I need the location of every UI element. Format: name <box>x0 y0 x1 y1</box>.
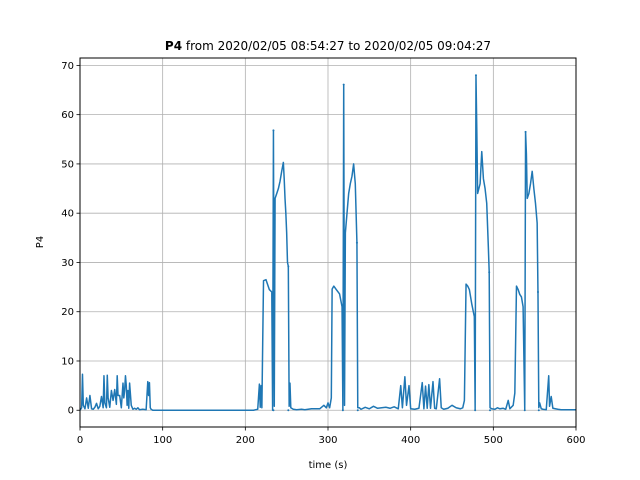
data-point <box>474 409 477 412</box>
y-tick-label: 70 <box>61 61 74 72</box>
y-tick-label: 40 <box>61 209 74 220</box>
y-tick-label: 10 <box>61 356 74 367</box>
y-tick-label: 20 <box>61 307 74 318</box>
data-point <box>341 409 344 412</box>
series-line <box>79 74 576 411</box>
data-point <box>537 409 540 412</box>
y-tick-label: 50 <box>61 159 74 170</box>
data-point <box>287 265 290 268</box>
data-point <box>356 409 359 412</box>
chart-title-rest: from 2020/02/05 08:54:27 to 2020/02/05 0… <box>182 39 491 53</box>
x-tick-label: 300 <box>318 435 337 446</box>
x-tick-label: 400 <box>401 435 420 446</box>
data-point <box>488 271 491 274</box>
x-axis-label: time (s) <box>309 460 348 471</box>
data-point <box>272 129 275 132</box>
y-tick-label: 60 <box>61 110 74 121</box>
y-tick-label: 0 <box>68 406 74 417</box>
data-layer <box>79 74 576 412</box>
data-point <box>489 409 492 412</box>
x-tick-label: 500 <box>484 435 503 446</box>
data-point <box>272 409 275 412</box>
x-tick-label: 200 <box>236 435 255 446</box>
y-tick-label: 30 <box>61 258 74 269</box>
x-tick-label: 0 <box>77 435 83 446</box>
data-point <box>342 83 345 86</box>
data-point <box>536 291 539 294</box>
chart-title: P4 from 2020/02/05 08:54:27 to 2020/02/0… <box>165 39 491 53</box>
data-point <box>355 241 358 244</box>
x-tick-label: 600 <box>566 435 585 446</box>
data-point <box>524 130 527 133</box>
x-tick-label: 100 <box>153 435 172 446</box>
data-point <box>523 409 526 412</box>
axes: 0 100 200 300 400 500 600 0 10 20 30 40 50 60 70 <box>61 61 585 446</box>
data-point <box>287 409 290 412</box>
chart-title-prefix: P4 <box>165 39 182 53</box>
y-axis-label: P4 <box>35 236 46 248</box>
data-point <box>474 74 477 77</box>
